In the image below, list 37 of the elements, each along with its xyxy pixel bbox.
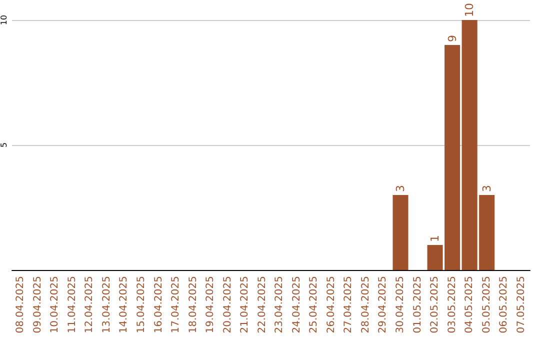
x-tick-label: 15.04.2025 — [136, 276, 147, 334]
x-tick-label: 13.04.2025 — [101, 276, 112, 334]
x-tick-label: 23.04.2025 — [274, 276, 286, 334]
data-label: 3 — [394, 185, 407, 192]
y-tick-label: 5 — [0, 142, 8, 148]
x-tick-label: 08.04.2025 — [15, 276, 26, 334]
x-tick-label: 05.05.2025 — [481, 276, 492, 334]
x-tick-label: 10.04.2025 — [50, 276, 61, 334]
data-label: 1 — [428, 235, 442, 242]
x-tick-label: 28.04.2025 — [360, 276, 372, 334]
x-tick-label: 24.04.2025 — [291, 276, 302, 334]
x-tick-label: 01.05.2025 — [412, 276, 424, 334]
bar — [392, 195, 408, 270]
x-tick-label: 22.04.2025 — [256, 276, 268, 334]
x-tick-label: 14.04.2025 — [118, 276, 130, 334]
x-tick-label: 12.04.2025 — [84, 276, 96, 334]
data-label: 9 — [446, 35, 459, 42]
data-label: 10 — [463, 3, 476, 17]
x-tick-label: 11.04.2025 — [66, 276, 78, 334]
x-tick-label: 02.05.2025 — [430, 276, 441, 334]
x-tick-label: 25.04.2025 — [308, 276, 320, 334]
x-tick-label: 09.04.2025 — [32, 276, 44, 334]
data-label: 3 — [480, 185, 494, 192]
x-tick-label: 06.05.2025 — [498, 276, 510, 334]
x-tick-label: 20.04.2025 — [222, 276, 234, 334]
x-tick-label: 16.04.2025 — [153, 276, 164, 334]
x-tick-label: 30.04.2025 — [395, 276, 406, 334]
x-tick-label: 07.05.2025 — [516, 276, 527, 334]
x-tick-label: 26.04.2025 — [326, 276, 337, 334]
x-tick-label: 18.04.2025 — [188, 276, 199, 334]
x-tick-label: 29.04.2025 — [378, 276, 389, 334]
x-tick-label: 03.05.2025 — [446, 276, 458, 334]
x-tick-label: 04.05.2025 — [464, 276, 476, 334]
x-tick-label: 19.04.2025 — [205, 276, 216, 334]
x-tick-label: 21.04.2025 — [240, 276, 251, 334]
x-tick-label: 17.04.2025 — [170, 276, 182, 334]
x-tick-label: 27.04.2025 — [343, 276, 354, 334]
